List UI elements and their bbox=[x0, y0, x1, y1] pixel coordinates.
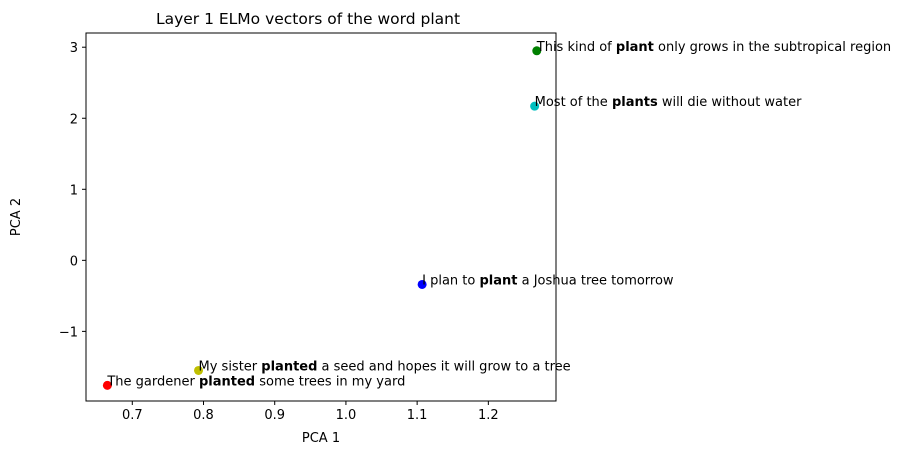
annotation-text: This kind of bbox=[536, 40, 616, 55]
x-tick-label: 1.0 bbox=[336, 408, 357, 423]
point-annotation: This kind of plant only grows in the sub… bbox=[536, 40, 891, 55]
x-axis: 0.7 0.8 0.9 1.0 1.1 1.2 bbox=[122, 401, 499, 423]
data-point bbox=[102, 380, 112, 390]
annotation-text: a Joshua tree tomorrow bbox=[517, 273, 673, 288]
point-annotation: I plan to plant a Joshua tree tomorrow bbox=[422, 273, 674, 288]
annotation-text: some trees in my yard bbox=[255, 374, 405, 389]
data-point bbox=[417, 279, 427, 289]
y-tick-label: 0 bbox=[70, 254, 78, 269]
annotation-text: only grows in the subtropical region bbox=[654, 40, 891, 55]
chart-title: Layer 1 ELMo vectors of the word plant bbox=[156, 10, 460, 28]
y-tick-label: 2 bbox=[70, 112, 78, 127]
annotation-text: The gardener bbox=[106, 374, 199, 389]
y-axis: −1 0 1 2 3 bbox=[59, 41, 86, 340]
x-axis-label: PCA 1 bbox=[302, 431, 340, 446]
x-tick-label: 1.2 bbox=[478, 408, 499, 423]
data-point bbox=[530, 101, 540, 111]
plot-area bbox=[85, 32, 557, 402]
x-tick-label: 0.7 bbox=[122, 408, 143, 423]
annotation-keyword: planted bbox=[199, 374, 255, 389]
x-tick-label: 0.8 bbox=[193, 408, 214, 423]
x-tick-label: 1.1 bbox=[407, 408, 428, 423]
point-annotation: Most of the plants will die without wate… bbox=[535, 95, 802, 110]
annotation-text: will die without water bbox=[658, 95, 802, 110]
data-point bbox=[194, 365, 204, 375]
annotation-keyword: plant bbox=[479, 273, 517, 288]
annotation-keyword: plants bbox=[612, 95, 658, 110]
annotation-text: a seed and hopes it will grow to a tree bbox=[317, 359, 570, 374]
point-annotation: My sister planted a seed and hopes it wi… bbox=[199, 359, 571, 374]
annotation-keyword: planted bbox=[261, 359, 317, 374]
annotation-text: My sister bbox=[199, 359, 262, 374]
y-tick-label: 1 bbox=[70, 183, 78, 198]
x-tick-label: 0.9 bbox=[264, 408, 285, 423]
data-point bbox=[532, 46, 542, 56]
point-annotations: This kind of plant only grows in the sub… bbox=[106, 40, 891, 390]
y-axis-label: PCA 2 bbox=[9, 198, 24, 236]
y-tick-label: 3 bbox=[70, 41, 78, 56]
y-tick-label: −1 bbox=[59, 325, 78, 340]
annotation-text: Most of the bbox=[535, 95, 612, 110]
annotation-text: I plan to bbox=[422, 273, 479, 288]
point-annotation: The gardener planted some trees in my ya… bbox=[106, 374, 405, 389]
annotation-keyword: plant bbox=[616, 40, 654, 55]
data-points bbox=[102, 46, 542, 390]
